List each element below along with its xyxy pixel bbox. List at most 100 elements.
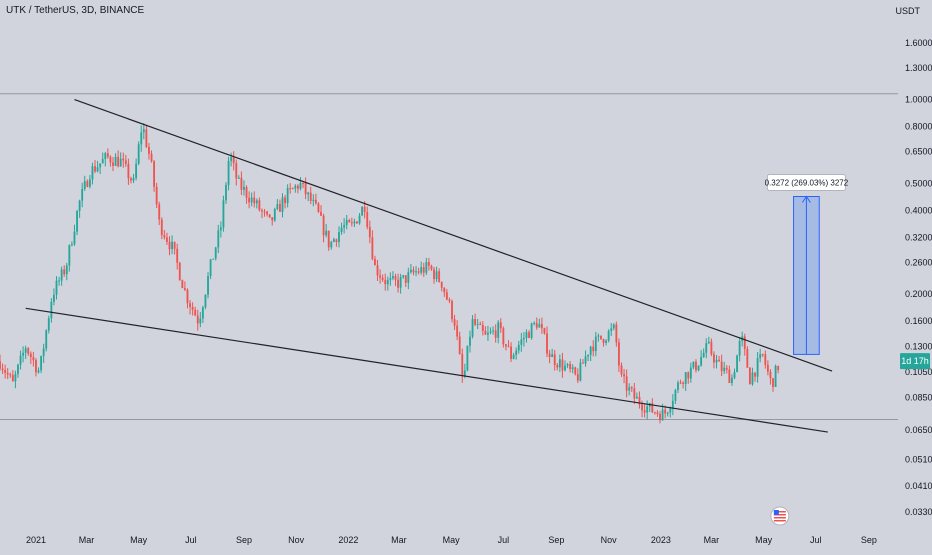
candle-body: [58, 280, 60, 282]
candle-body: [422, 267, 425, 273]
measure-arrow-head: [801, 195, 811, 203]
candle-body: [499, 322, 502, 329]
y-tick-label: 1.3000: [905, 63, 932, 73]
candle-body: [746, 348, 749, 368]
candle-body: [630, 387, 633, 389]
candle-body: [728, 369, 731, 384]
candle-body: [399, 277, 402, 288]
candle-body: [6, 372, 9, 375]
candle-body: [281, 197, 284, 212]
candle-body: [384, 279, 387, 285]
candle-body: [540, 324, 543, 329]
x-tick-label: Mar: [704, 535, 720, 545]
candle-body: [258, 200, 261, 211]
candle-body: [189, 303, 191, 308]
candle-body: [471, 319, 474, 337]
candle-body: [392, 276, 394, 279]
candle-body: [245, 187, 248, 198]
candle-body: [389, 278, 392, 281]
candle-body: [443, 287, 446, 293]
x-tick-label: May: [443, 535, 461, 545]
candle-body: [505, 344, 507, 347]
candle-body: [296, 185, 299, 189]
candle-body: [45, 330, 48, 349]
candle-body: [240, 177, 243, 190]
candle-body: [425, 261, 428, 273]
measure-label-box: [766, 174, 846, 192]
x-tick-label: May: [130, 535, 148, 545]
candle-body: [453, 319, 456, 326]
candle-body: [284, 197, 286, 204]
candle-body: [569, 364, 572, 370]
candle-body: [11, 375, 14, 382]
candle-body: [517, 344, 520, 351]
candle-body: [710, 341, 713, 355]
candle-body: [558, 359, 561, 368]
candle-body: [600, 335, 602, 340]
candle-body: [666, 412, 669, 414]
candle-body: [481, 324, 484, 331]
y-tick-label: 0.8000: [905, 122, 932, 132]
candle-body: [574, 367, 577, 375]
candle-body: [538, 324, 541, 328]
y-tick-label: 0.6500: [905, 147, 932, 157]
candle-body: [163, 235, 166, 238]
candle-body: [435, 271, 438, 280]
candle-body: [561, 359, 564, 371]
candle-body: [266, 211, 269, 215]
candle-body: [35, 360, 37, 373]
candle-body: [602, 339, 605, 343]
x-tick-label: Jul: [185, 535, 197, 545]
candle-body: [207, 276, 209, 295]
candle-body: [546, 333, 548, 354]
candle-body: [738, 340, 741, 356]
candle-body: [137, 144, 140, 164]
candle-body: [533, 322, 536, 324]
us-flag-canton: [773, 510, 779, 515]
candle-body: [718, 359, 721, 362]
candle-body: [27, 348, 30, 354]
candle-body: [17, 364, 19, 375]
candle-body: [723, 367, 726, 372]
candle-body: [756, 358, 759, 377]
candle-body: [104, 153, 107, 160]
x-tick-label: Jul: [498, 535, 510, 545]
candle-body: [176, 248, 179, 263]
candle-body: [530, 323, 533, 338]
y-tick-label: 0.5000: [905, 178, 932, 188]
candle-body: [253, 197, 256, 204]
candle-body: [227, 160, 230, 186]
candle-body: [456, 325, 459, 337]
candle-body: [772, 378, 774, 387]
candle-body: [55, 280, 58, 295]
candle-body: [94, 166, 96, 172]
candle-body: [743, 336, 746, 349]
currency-label: USDT: [895, 6, 921, 16]
candle-body: [707, 341, 710, 344]
us-flag-icon: [770, 506, 790, 526]
candle-body: [661, 409, 664, 421]
candle-body: [510, 346, 512, 359]
candle-body: [130, 178, 132, 181]
candle-body: [705, 343, 708, 353]
candle-body: [620, 365, 623, 375]
y-tick-label: 0.1600: [905, 316, 932, 326]
candle-body: [502, 328, 505, 345]
candle-body: [448, 299, 451, 301]
candle-body: [512, 354, 515, 359]
candle-body: [469, 336, 471, 346]
candle-body: [409, 269, 412, 273]
candle-body: [96, 167, 99, 172]
y-tick-label: 0.0650: [905, 425, 932, 435]
resistance-trendline: [74, 99, 833, 372]
candle-body: [271, 217, 274, 221]
candle-body: [186, 289, 189, 304]
candle-body: [22, 352, 25, 356]
candle-body: [14, 374, 17, 382]
candle-body: [86, 181, 89, 187]
candle-body: [109, 156, 112, 163]
candle-body: [618, 342, 620, 366]
candle-body: [674, 389, 677, 401]
candle-body: [268, 214, 271, 218]
